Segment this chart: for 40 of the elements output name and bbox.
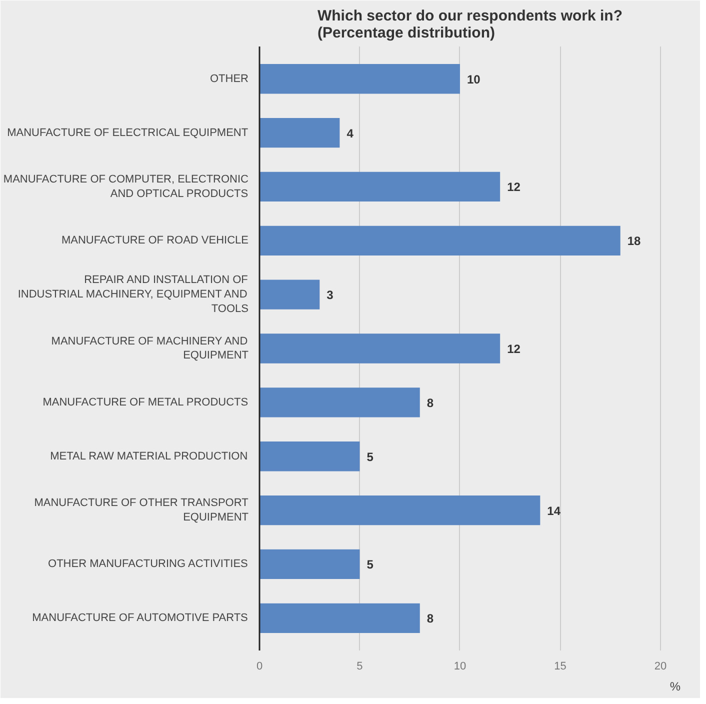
bar (260, 495, 540, 526)
y-tick-label: MANUFACTURE OF ROAD VEHICLE (61, 234, 249, 247)
data-label: 5 (366, 558, 374, 572)
x-tick-label: 5 (356, 660, 363, 672)
data-label: 12 (507, 180, 521, 194)
x-tick-label: 20 (654, 660, 667, 672)
y-tick-label: MANUFACTURE OF METAL PRODUCTS (42, 396, 248, 408)
data-label: 14 (547, 504, 561, 518)
x-tick-label: 10 (454, 660, 466, 672)
data-label: 10 (466, 72, 481, 86)
data-label: 3 (326, 288, 334, 302)
data-label: 8 (426, 612, 434, 626)
x-tick-label: 15 (554, 660, 566, 672)
y-tick-label: OTHER (210, 72, 249, 85)
bar (260, 549, 360, 580)
bar (260, 226, 620, 256)
bar (260, 388, 420, 418)
bar (260, 603, 420, 633)
y-tick-label: MANUFACTURE OF COMPUTER, ELECTRONIC AND OPTICAL PRODUCTS (3, 174, 249, 200)
data-label: 5 (366, 450, 374, 464)
bar (260, 280, 320, 310)
y-tick-label: METAL RAW MATERIAL PRODUCTION (50, 450, 248, 462)
x-axis-title: % (670, 680, 681, 694)
data-label: 18 (627, 234, 642, 248)
y-tick-label: MANUFACTURE OF OTHER TRANSPORT EQUIPMENT (34, 497, 249, 524)
y-tick-label: MANUFACTURE OF ELECTRICAL EQUIPMENT (7, 126, 248, 139)
x-tick-label: 0 (256, 660, 263, 672)
data-label: 8 (426, 396, 434, 410)
bar (260, 442, 360, 472)
data-label: 12 (507, 342, 521, 356)
chart-title: Which sector do our respondents work in? (Percentage distribution) (317, 8, 623, 42)
y-tick-label: MANUFACTURE OF AUTOMOTIVE PARTS (32, 612, 248, 624)
bar (260, 334, 500, 364)
bar (260, 172, 500, 202)
data-label: 4 (346, 126, 354, 140)
bar (260, 64, 460, 94)
y-tick-label: MANUFACTURE OF MACHINERY AND EQUIPMENT (51, 335, 249, 362)
y-tick-label: OTHER MANUFACTURING ACTIVITIES (48, 558, 248, 570)
y-tick-label: REPAIR AND INSTALLATION OF INDUSTRIAL MACHINERY, EQUIPMENT AND TOOLS (18, 274, 249, 315)
bar (260, 118, 340, 148)
